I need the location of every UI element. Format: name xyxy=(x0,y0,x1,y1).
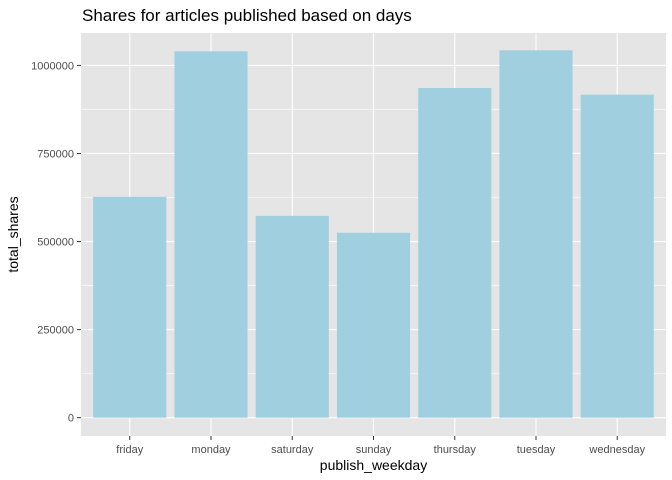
bar-wednesday xyxy=(580,94,654,418)
bar-saturday xyxy=(255,215,329,418)
x-tick-label: tuesday xyxy=(517,444,556,456)
x-axis-title: publish_weekday xyxy=(320,457,427,473)
x-tick-label: monday xyxy=(191,444,231,456)
y-tick-label: 500000 xyxy=(37,237,74,249)
x-tick-label: friday xyxy=(116,444,143,456)
y-tick-label: 250000 xyxy=(37,325,74,337)
bar-monday xyxy=(174,51,248,418)
x-tick-label: thursday xyxy=(434,444,477,456)
y-tick-label: 1000000 xyxy=(31,60,74,72)
bar-friday xyxy=(93,196,167,418)
bar-tuesday xyxy=(499,50,573,418)
x-tick-label: saturday xyxy=(271,444,314,456)
x-axis: friday monday saturday sunday thursday tuesda… xyxy=(116,436,646,456)
bar-sunday xyxy=(336,232,411,418)
bar-thursday xyxy=(418,87,492,418)
x-tick-label: wednesday xyxy=(588,444,645,456)
y-tick-label: 0 xyxy=(68,413,74,425)
y-tick-label: 750000 xyxy=(37,148,74,160)
chart-title: Shares for articles published based on d… xyxy=(82,6,412,25)
y-axis-title: total_shares xyxy=(5,196,21,272)
y-axis: 0 250000 500000 750000 1000000 xyxy=(31,60,81,425)
x-tick-label: sunday xyxy=(356,444,392,456)
bars xyxy=(93,50,654,418)
